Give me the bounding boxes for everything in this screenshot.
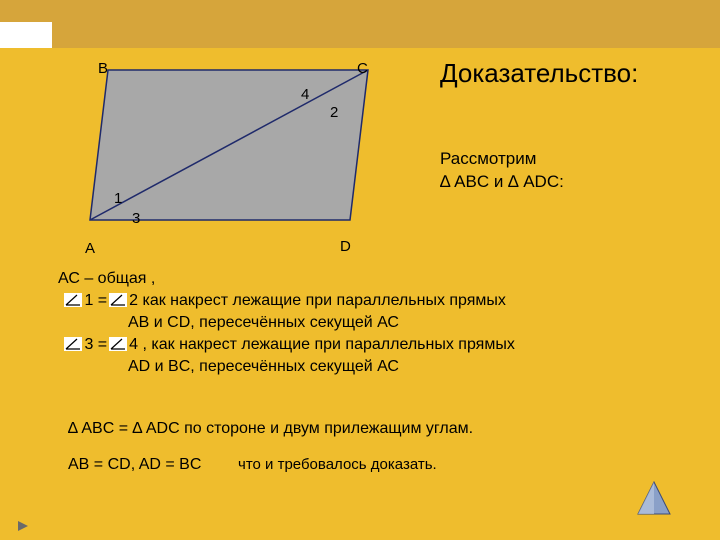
proof-angles-12: 1 =2 как накрест лежащие при параллельны… (58, 290, 515, 312)
vertex-a-label: A (85, 240, 95, 257)
angle-icon (109, 337, 127, 351)
next-slide-arrow[interactable] (636, 480, 672, 516)
conclusion-sides: АВ = CD, AD = BC (68, 456, 201, 474)
proof-angles-12-cont: АВ и CD, пересечённых секущей АС (58, 312, 515, 334)
proof-body: АС – общая , 1 =2 как накрест лежащие пр… (58, 268, 515, 378)
vertex-b-label: B (98, 60, 108, 77)
conclusion-triangles: ∆ ABC = ∆ ADC по стороне и двум прилежащ… (68, 420, 473, 438)
consider-line2: ∆ ABC и ∆ ADC: (440, 171, 564, 194)
proof-angles-34-cont: АD и BC, пересечённых секущей АС (58, 356, 515, 378)
proof-ac-common: АС – общая , (58, 268, 515, 290)
bg-top-strip (0, 0, 720, 48)
vertex-c-label: C (357, 60, 368, 77)
angle-icon (64, 293, 82, 307)
proof-angles-34: 3 =4 , как накрест лежащие при параллель… (58, 334, 515, 356)
angle-icon (109, 293, 127, 307)
conclusion-qed: что и требовалось доказать. (238, 456, 437, 473)
angle-3-label: 3 (132, 210, 140, 227)
angle-2-label: 2 (330, 104, 338, 121)
consider-line1: Рассмотрим (440, 148, 564, 171)
consider-text: Рассмотрим∆ ABC и ∆ ADC: (440, 148, 564, 194)
angle-icon (64, 337, 82, 351)
vertex-d-label: D (340, 238, 351, 255)
angle-1-label: 1 (114, 190, 122, 207)
proof-title: Доказательство: (440, 58, 638, 89)
corner-box (0, 22, 52, 48)
page-marker-icon (18, 518, 28, 536)
angle-4-label: 4 (301, 86, 309, 103)
